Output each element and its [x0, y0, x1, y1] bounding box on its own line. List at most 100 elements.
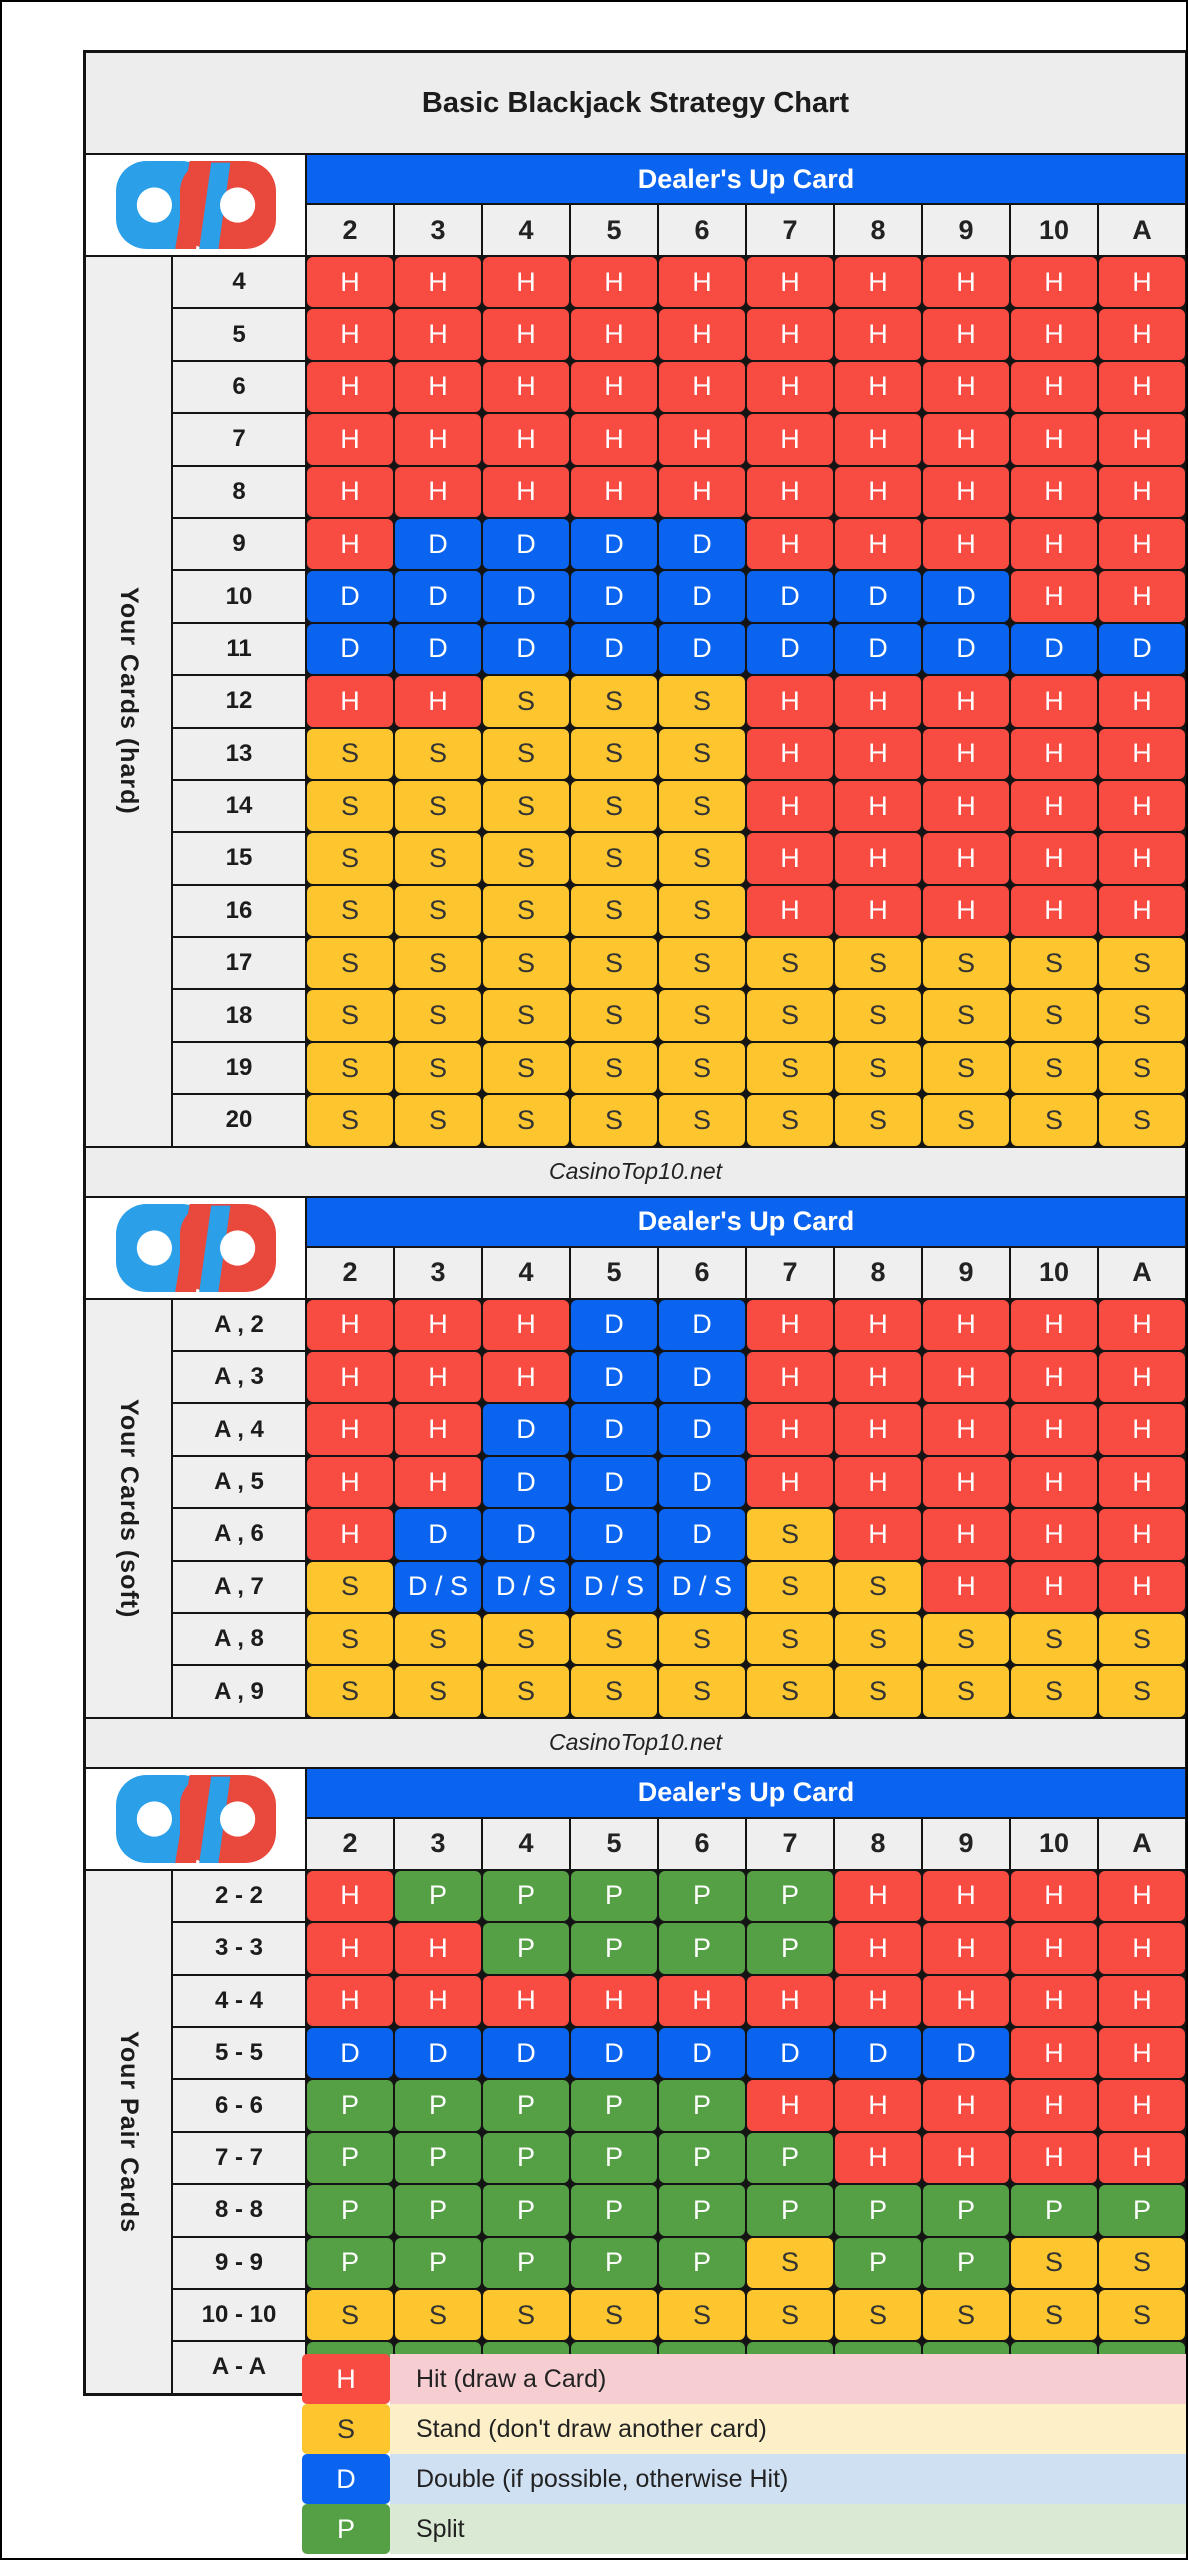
casinotop10-logo-icon [115, 1774, 276, 1863]
hand-label: 20 [173, 1095, 305, 1146]
action-cell: H [483, 1299, 569, 1351]
action-cell: P [747, 1923, 833, 1974]
action-cell: S [659, 833, 745, 884]
casinotop10-logo [86, 155, 305, 255]
action-cell: H [1099, 1509, 1185, 1560]
hand-label: 2 - 2 [173, 1870, 305, 1922]
action-cell: S [571, 728, 657, 779]
action-cell: S [1099, 1095, 1185, 1146]
dealer-card-9: 9 [923, 1818, 1009, 1869]
dealer-card-9: 9 [923, 1247, 1009, 1298]
action-cell: H [1011, 1870, 1097, 1922]
casinotop10-logo [86, 1197, 305, 1298]
action-cell: H [923, 1456, 1009, 1508]
action-cell: S [395, 885, 481, 937]
action-cell: H [395, 676, 481, 727]
action-cell: S [571, 676, 657, 727]
action-cell: S [747, 1509, 833, 1560]
action-cell: H [1011, 466, 1097, 517]
action-cell: H [835, 1299, 921, 1351]
action-cell: H [747, 1299, 833, 1351]
action-cell: H [307, 1456, 393, 1508]
action-cell: S [1099, 2289, 1185, 2341]
action-cell: D [571, 1404, 657, 1455]
action-cell: H [307, 518, 393, 570]
action-cell: S [1099, 1666, 1185, 1717]
action-cell: H [659, 466, 745, 517]
action-cell: H [747, 833, 833, 884]
dealer-card-8: 8 [835, 1818, 921, 1869]
dealer-card-4: 4 [483, 1247, 569, 1298]
legend-row-S: S Stand (don't draw another card) [302, 2404, 1186, 2454]
action-cell: S [395, 938, 481, 989]
action-cell: H [659, 361, 745, 413]
action-cell: H [571, 466, 657, 517]
hand-label: 5 [173, 309, 305, 360]
action-cell: D [571, 1456, 657, 1508]
action-cell: H [307, 676, 393, 727]
dealer-card-7: 7 [747, 1247, 833, 1298]
action-cell: H [1011, 2027, 1097, 2079]
action-cell: D [307, 571, 393, 622]
action-cell: D [483, 623, 569, 675]
action-cell: H [1099, 1923, 1185, 1974]
action-cell: D [659, 1509, 745, 1560]
action-cell: H [923, 309, 1009, 360]
action-cell: H [835, 1404, 921, 1455]
action-cell: H [1099, 257, 1185, 308]
action-cell: S [307, 2289, 393, 2341]
action-cell: S [483, 1613, 569, 1665]
action-cell: H [1099, 1975, 1185, 2026]
action-cell: S [659, 885, 745, 937]
action-cell: H [923, 1352, 1009, 1403]
action-cell: S [1099, 2237, 1185, 2288]
action-cell: S [659, 990, 745, 1041]
action-cell: H [483, 1975, 569, 2026]
action-cell: D [483, 1404, 569, 1455]
dealer-card-2: 2 [307, 1247, 393, 1298]
action-cell: H [1011, 309, 1097, 360]
action-cell: S [659, 780, 745, 832]
action-cell: H [835, 885, 921, 937]
action-cell: H [923, 1870, 1009, 1922]
action-cell: S [483, 2289, 569, 2341]
action-cell: H [923, 518, 1009, 570]
action-cell: H [483, 309, 569, 360]
action-cell: P [659, 2237, 745, 2288]
action-cell: S [483, 938, 569, 989]
action-cell: H [307, 1509, 393, 1560]
dealer-card-A: A [1099, 1247, 1185, 1298]
action-cell: D [571, 2027, 657, 2079]
action-cell: S [1099, 938, 1185, 989]
action-cell: S [1011, 1666, 1097, 1717]
action-cell: S [395, 728, 481, 779]
hand-label: A , 5 [173, 1456, 305, 1508]
action-cell: H [835, 833, 921, 884]
action-cell: H [923, 728, 1009, 779]
action-cell: H [307, 1870, 393, 1922]
action-cell: D [659, 571, 745, 622]
dealer-up-card-banner: Dealer's Up Card [307, 1197, 1185, 1246]
action-cell: S [307, 1666, 393, 1717]
action-cell: H [571, 1975, 657, 2026]
action-cell: H [571, 309, 657, 360]
action-cell: H [483, 361, 569, 413]
action-cell: S [747, 1095, 833, 1146]
action-cell: H [1099, 676, 1185, 727]
action-cell: D [571, 1509, 657, 1560]
legend-swatch-H: H [302, 2354, 390, 2404]
action-cell: S [1099, 1613, 1185, 1665]
dealer-card-5: 5 [571, 1818, 657, 1869]
action-cell: H [747, 1456, 833, 1508]
action-cell: S [483, 990, 569, 1041]
hand-label: 16 [173, 885, 305, 937]
hand-label: A , 8 [173, 1613, 305, 1665]
action-cell: H [1099, 309, 1185, 360]
action-cell: H [1099, 2027, 1185, 2079]
action-cell: H [659, 414, 745, 465]
hand-label: A , 3 [173, 1352, 305, 1403]
legend-label: Hit (draw a Card) [390, 2354, 1186, 2404]
action-cell: H [307, 1352, 393, 1403]
action-cell: H [747, 414, 833, 465]
